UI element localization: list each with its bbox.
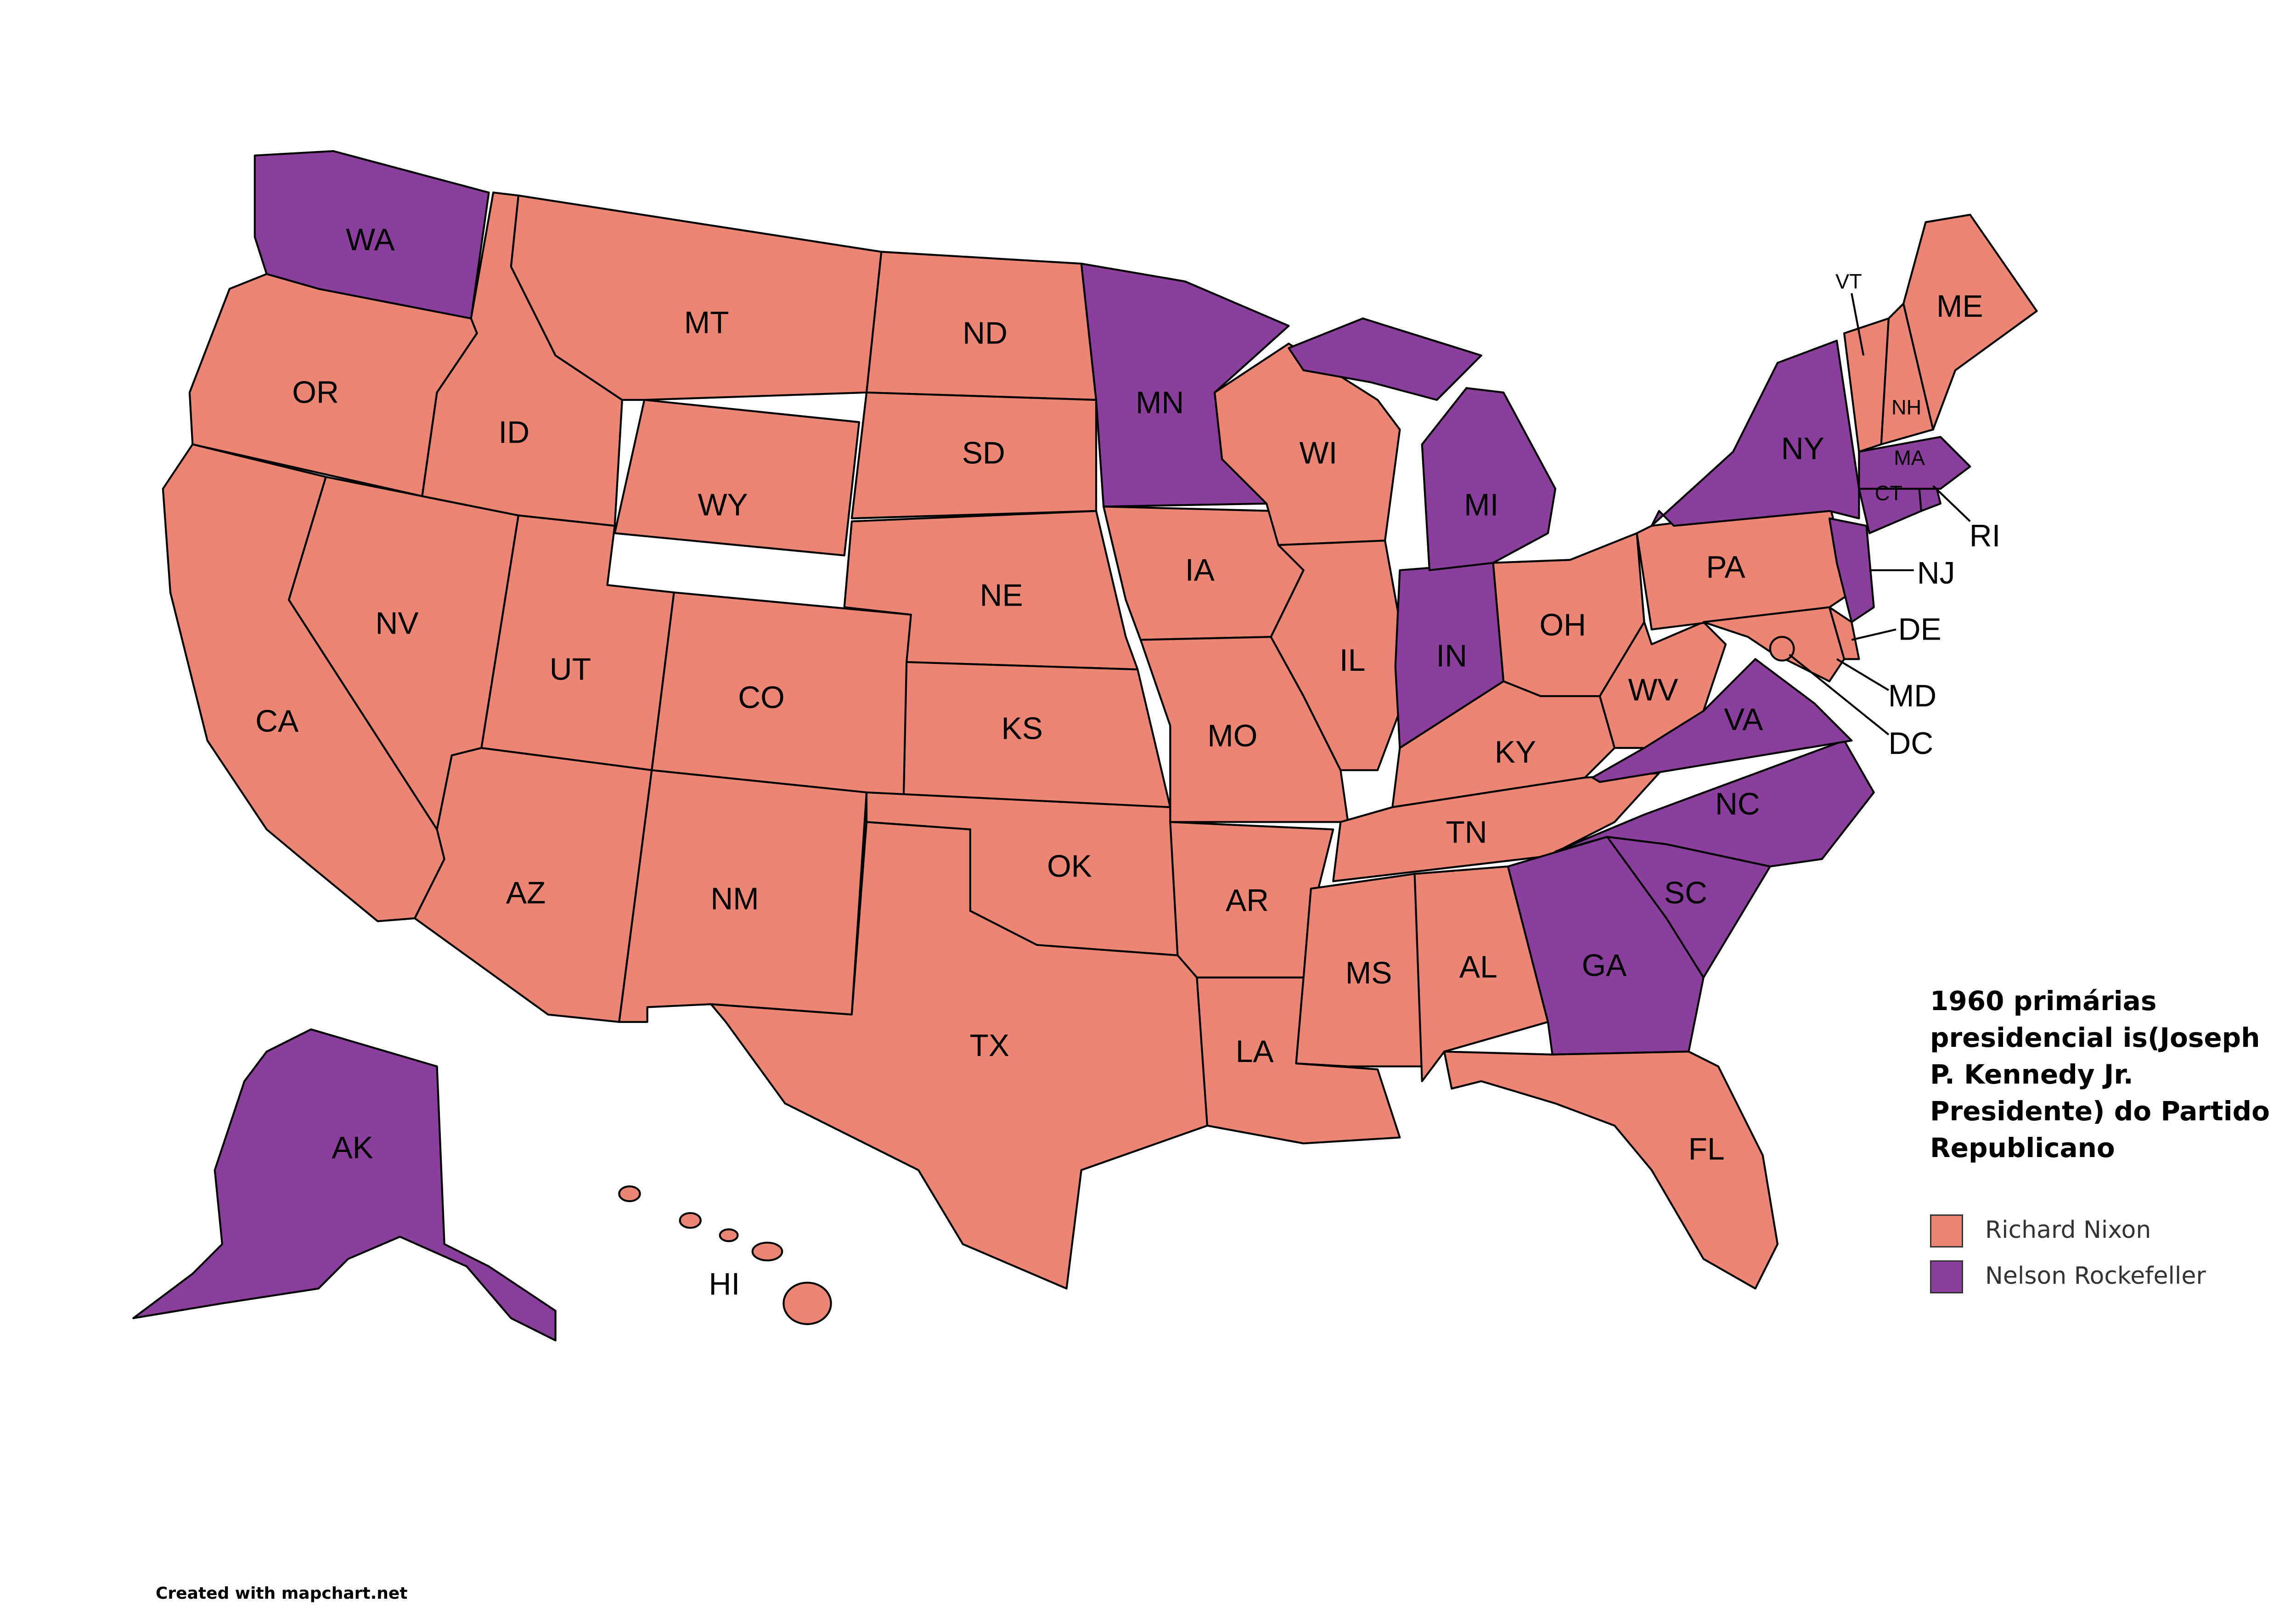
state-label: AK — [332, 1131, 373, 1165]
state-label: ID — [498, 415, 529, 450]
state-shape — [1598, 621, 1727, 749]
state-label: DE — [1898, 612, 1941, 646]
state-label: SC — [1664, 876, 1707, 910]
state-shape — [618, 1185, 641, 1202]
state-shape — [1769, 635, 1795, 662]
state-label: LA — [1236, 1034, 1274, 1069]
legend-entry: Nelson Rockefeller — [1930, 1260, 2279, 1295]
state-label: GA — [1582, 949, 1627, 983]
state-label: NC — [1715, 787, 1760, 821]
legend-entry: Richard Nixon — [1930, 1214, 2279, 1249]
state-shape — [782, 1281, 832, 1325]
state-label: OR — [292, 375, 339, 410]
state-shape — [1858, 436, 1971, 490]
state-label: WI — [1300, 436, 1338, 471]
state-shape — [1270, 539, 1401, 771]
state-label: VT — [1835, 270, 1862, 293]
state-label: MS — [1345, 956, 1392, 990]
state-label: FL — [1688, 1132, 1725, 1167]
state-shape — [1413, 865, 1549, 1082]
state-shape — [132, 1028, 557, 1342]
state-shape — [1902, 214, 2038, 431]
state-label: NH — [1891, 396, 1921, 419]
legend-swatch — [1930, 1260, 1963, 1293]
state-shape — [1828, 517, 1875, 623]
legend-label: Richard Nixon — [1985, 1216, 2151, 1244]
state-label: ND — [962, 316, 1007, 350]
state-label: AZ — [506, 876, 546, 910]
state-shape — [1421, 387, 1557, 572]
credit: Created with mapchart.net — [156, 1584, 408, 1603]
state-label: IA — [1185, 553, 1215, 587]
state-label: KY — [1495, 735, 1536, 770]
state-label: IL — [1339, 643, 1366, 678]
state-label: MA — [1894, 446, 1925, 469]
state-shape — [613, 399, 861, 556]
state-label: IN — [1436, 639, 1467, 674]
state-shape — [1650, 339, 1860, 527]
state-label: MN — [1136, 386, 1184, 420]
state-label: RI — [1970, 519, 2001, 553]
state-label: MO — [1207, 719, 1257, 753]
state-label: WA — [346, 223, 395, 257]
state-label: HI — [709, 1267, 740, 1301]
state-label: ME — [1936, 289, 1983, 324]
state-shape — [719, 1228, 739, 1242]
state-label: VA — [1724, 702, 1763, 737]
state-label: WV — [1628, 673, 1678, 708]
leader-lines — [1789, 293, 1971, 736]
state-label: TX — [970, 1028, 1010, 1063]
state-label: AL — [1459, 950, 1497, 984]
state-label: CO — [738, 680, 785, 715]
state-label: NM — [710, 882, 759, 916]
state-shape — [1554, 739, 1875, 868]
state-label: TN — [1446, 815, 1487, 849]
legend-label: Nelson Rockefeller — [1985, 1262, 2206, 1290]
state-label: MT — [684, 306, 729, 340]
state-shape — [1443, 1051, 1779, 1290]
state-label: OH — [1539, 608, 1586, 642]
state-label: KS — [1002, 712, 1043, 746]
state-shape — [618, 769, 868, 1023]
state-shape — [1828, 606, 1860, 660]
state-shape — [1332, 772, 1660, 882]
state-shape — [1288, 317, 1482, 401]
state-label: PA — [1706, 550, 1745, 584]
state-label: UT — [550, 652, 591, 687]
state-label: MD — [1888, 679, 1936, 714]
state-label: AR — [1226, 883, 1269, 918]
map-title: 1960 primárias presidencial is(Joseph P.… — [1930, 985, 2270, 1163]
state-shape — [751, 1242, 783, 1262]
state-label: NE — [980, 578, 1023, 612]
state-label: NJ — [1917, 556, 1955, 590]
state-label: DC — [1888, 726, 1933, 761]
legend-swatch — [1930, 1214, 1963, 1247]
state-label: NV — [375, 607, 418, 641]
state-label: SD — [962, 436, 1005, 471]
state-label: OK — [1047, 849, 1092, 884]
state-shape — [679, 1212, 702, 1229]
state-label: MI — [1464, 488, 1498, 523]
state-label: WY — [698, 488, 748, 523]
state-label: NY — [1781, 432, 1824, 466]
state-label: CT — [1875, 482, 1902, 505]
state-label: CA — [255, 704, 299, 738]
state-shape — [710, 821, 1209, 1290]
